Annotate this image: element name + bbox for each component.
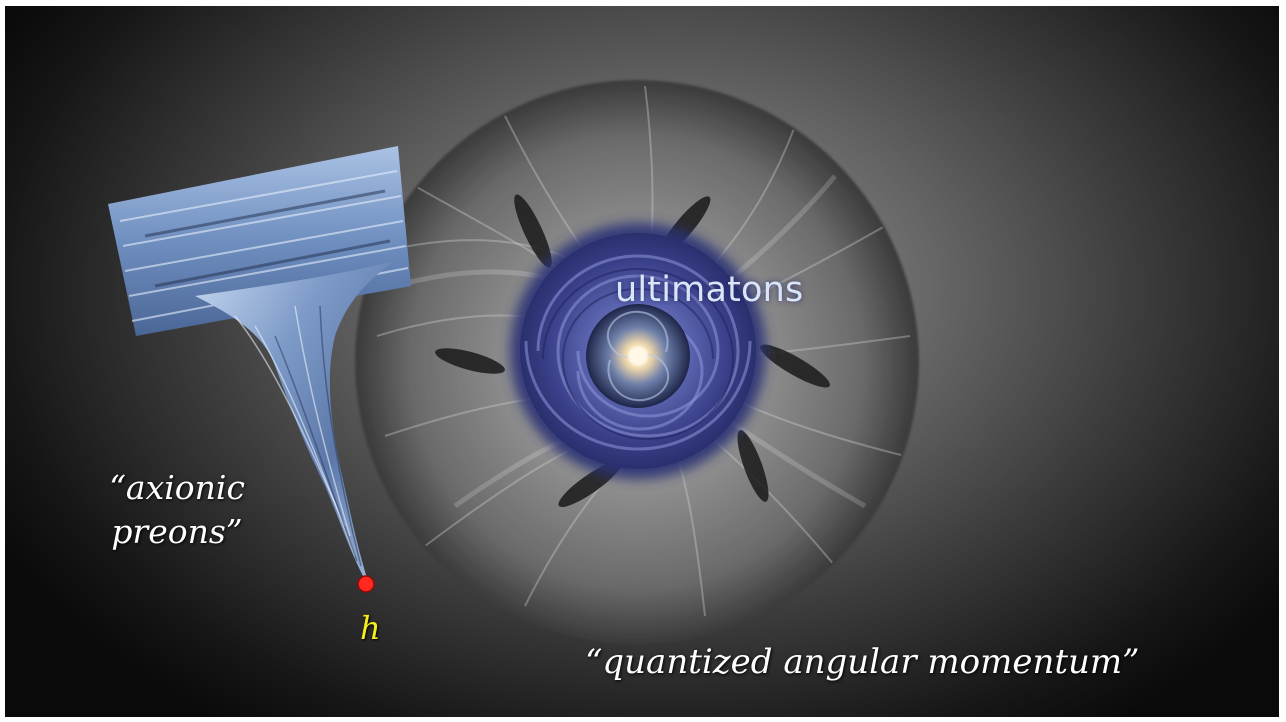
- illustration: [5, 6, 1279, 717]
- spiral-galaxy-image: [586, 304, 690, 408]
- slide: ultimatons “axionic preons” h “quantized…: [5, 6, 1279, 717]
- axionic-preons-label: “axionic preons”: [87, 466, 267, 554]
- ultimatons-label: ultimatons: [615, 270, 803, 310]
- red-point-marker: [358, 576, 374, 592]
- planck-constant-label: h: [360, 609, 381, 647]
- quantized-angular-momentum-label: “quantized angular momentum”: [585, 642, 1140, 682]
